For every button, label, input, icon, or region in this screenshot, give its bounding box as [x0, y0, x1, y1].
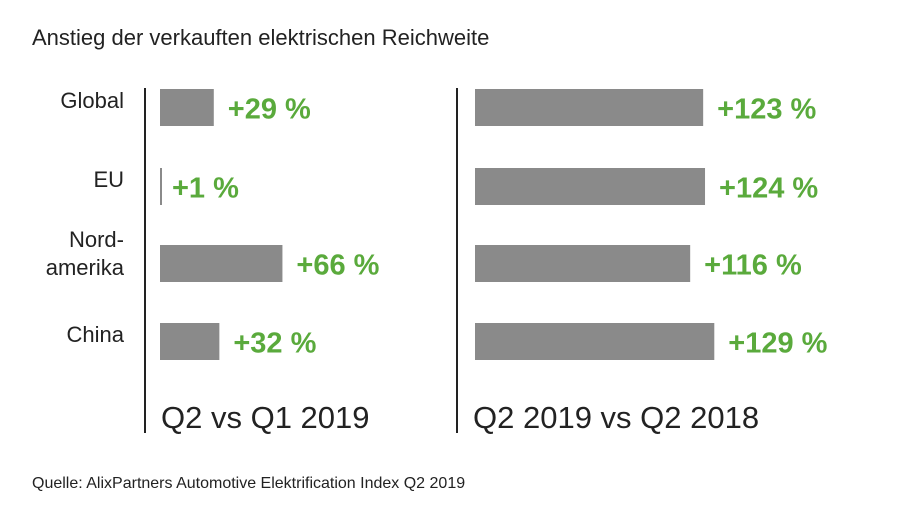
category-label: amerika — [46, 255, 125, 280]
data-label: +66 % — [296, 250, 379, 282]
chart-title: Anstieg der verkauften elektrischen Reic… — [32, 25, 489, 50]
bar — [475, 89, 704, 126]
data-label: +124 % — [719, 173, 818, 205]
bar — [160, 89, 214, 126]
bar — [160, 323, 220, 360]
left-panel-label: Q2 vs Q1 2019 — [161, 400, 370, 435]
data-label: +116 % — [704, 250, 802, 282]
bar — [475, 168, 706, 205]
right-panel-label: Q2 2019 vs Q2 2018 — [473, 400, 759, 435]
data-label: +129 % — [728, 328, 827, 360]
bar — [475, 323, 715, 360]
data-label: +123 % — [717, 94, 816, 126]
category-label: China — [67, 322, 125, 347]
data-label: +1 % — [172, 173, 239, 205]
bar — [160, 245, 283, 282]
category-label: Nord- — [69, 227, 124, 252]
bar — [475, 245, 691, 282]
source-note: Quelle: AlixPartners Automotive Elektrif… — [32, 475, 465, 492]
category-label: Global — [60, 88, 124, 113]
category-label: EU — [93, 167, 124, 192]
bar — [160, 168, 162, 205]
data-label: +29 % — [228, 94, 311, 126]
data-label: +32 % — [233, 328, 316, 360]
